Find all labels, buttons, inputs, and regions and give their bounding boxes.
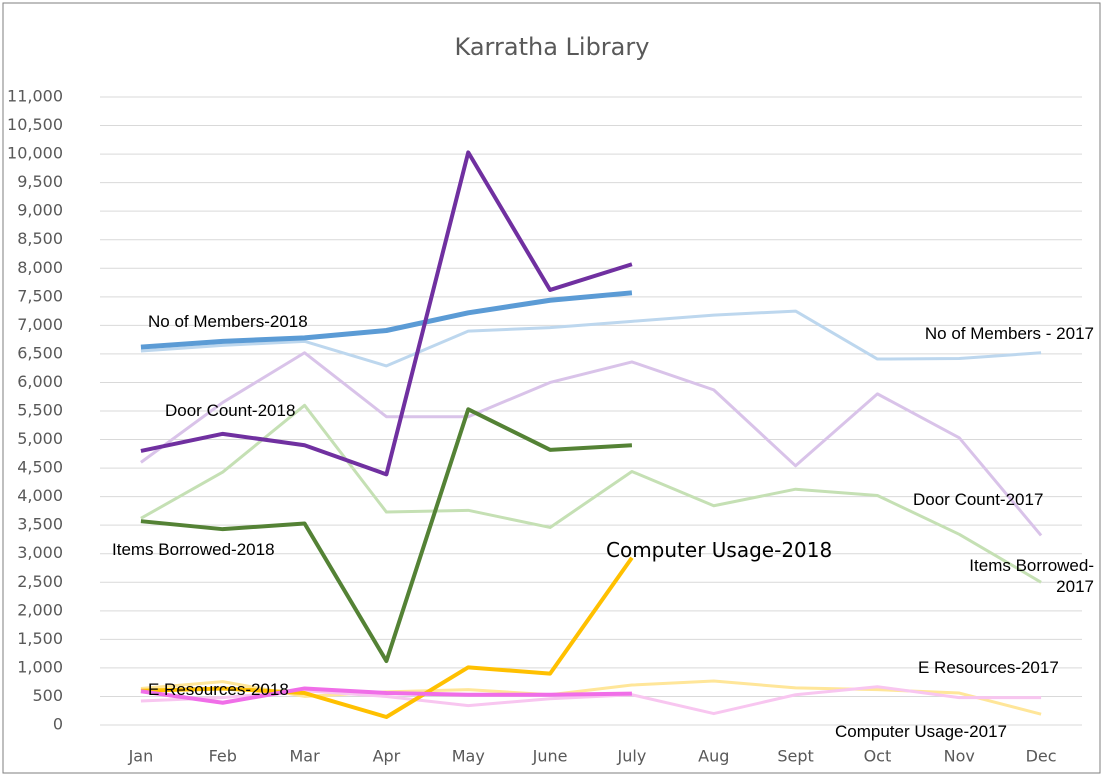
- x-tick-label: Aug: [698, 747, 729, 766]
- series-label: Computer Usage-2018: [606, 538, 833, 562]
- x-tick-label: Feb: [209, 747, 237, 766]
- series-line: [140, 686, 632, 705]
- x-tick-label: June: [532, 747, 568, 766]
- x-tick-label: Sept: [777, 747, 813, 766]
- y-tick-label: 8,000: [17, 258, 63, 277]
- y-tick-label: 500: [32, 686, 63, 705]
- series-line: [140, 150, 633, 477]
- y-tick-label: 6,500: [17, 343, 63, 362]
- y-tick-label: 10,000: [7, 144, 63, 163]
- y-tick-label: 2,500: [17, 572, 63, 591]
- y-tick-label: 3,500: [17, 515, 63, 534]
- series-label: E Resources-2018: [148, 680, 289, 699]
- y-tick-label: 6,000: [17, 372, 63, 391]
- y-tick-label: 4,000: [17, 486, 63, 505]
- x-tick-label: Nov: [944, 747, 975, 766]
- series-line: [140, 403, 1042, 584]
- series-line: [140, 407, 633, 664]
- series-line: [140, 290, 633, 350]
- y-tick-label: 9,500: [17, 172, 63, 191]
- y-tick-label: 5,000: [17, 429, 63, 448]
- x-tick-label: Jan: [128, 747, 154, 766]
- x-tick-label: Oct: [864, 747, 892, 766]
- y-tick-label: 4,500: [17, 458, 63, 477]
- series-label: Items Borrowed-2018: [112, 540, 275, 559]
- series-label: No of Members-2018: [148, 312, 308, 331]
- series-label: E Resources-2017: [918, 658, 1059, 677]
- series-line: [140, 556, 634, 720]
- y-tick-label: 3,000: [17, 543, 63, 562]
- series-label: Door Count-2018: [165, 401, 296, 420]
- series-label: No of Members - 2017: [924, 324, 1094, 343]
- y-tick-label: 7,500: [17, 286, 63, 305]
- y-tick-label: 7,000: [17, 315, 63, 334]
- y-tick-label: 1,000: [17, 657, 63, 676]
- y-tick-label: 1,500: [17, 629, 63, 648]
- y-tick-label: 5,500: [17, 401, 63, 420]
- chart-title: Karratha Library: [455, 33, 650, 61]
- y-tick-label: 9,000: [17, 201, 63, 220]
- x-tick-label: Dec: [1026, 747, 1057, 766]
- x-tick-label: Apr: [373, 747, 401, 766]
- series-label: Computer Usage-2017: [835, 722, 1007, 741]
- x-tick-label: Mar: [289, 747, 320, 766]
- series-label: Items Borrowed-2017: [969, 556, 1094, 596]
- series-line: [140, 309, 1042, 368]
- y-tick-label: 8,500: [17, 229, 63, 248]
- y-tick-label: 2,000: [17, 600, 63, 619]
- y-tick-label: 0: [53, 715, 63, 734]
- y-tick-label: 11,000: [7, 87, 63, 106]
- y-tick-label: 10,500: [7, 115, 63, 134]
- series-line: [140, 351, 1043, 537]
- x-tick-label: July: [617, 747, 647, 766]
- x-tick-label: May: [452, 747, 485, 766]
- series-label: Door Count-2017: [913, 490, 1044, 509]
